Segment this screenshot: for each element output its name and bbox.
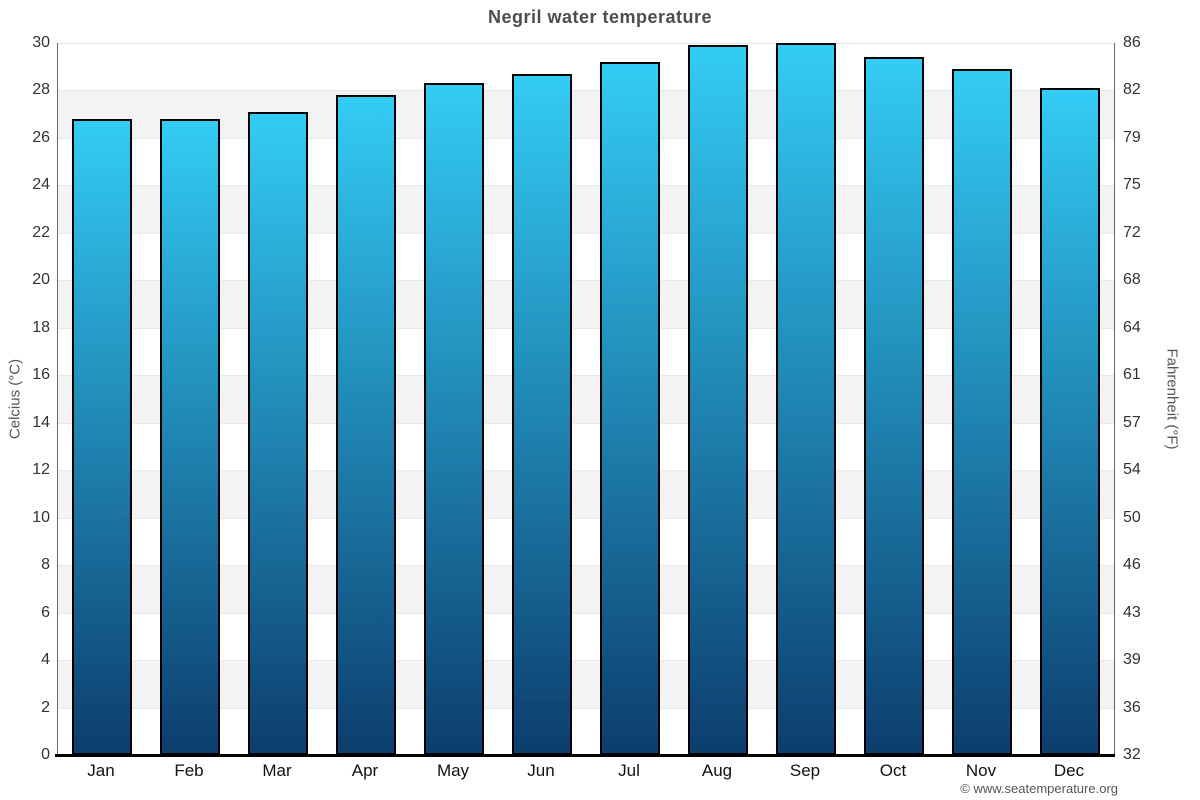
month-label-oct: Oct <box>879 761 907 780</box>
gridline <box>58 707 1114 709</box>
plot-band <box>58 470 1114 518</box>
fahrenheit-tick-label: 43 <box>1123 603 1141 621</box>
celsius-tick-label: 12 <box>32 461 50 479</box>
gridline <box>58 327 1114 329</box>
bar-oct[interactable] <box>864 57 924 755</box>
celsius-tick-label: 2 <box>41 698 50 716</box>
gridline <box>58 470 1114 472</box>
bar-sep[interactable] <box>776 43 836 755</box>
gridline <box>58 90 1114 92</box>
bar-jan[interactable] <box>72 118 132 755</box>
month-label-jul: Jul <box>618 761 640 780</box>
celsius-tick-label: 20 <box>32 271 50 289</box>
fahrenheit-axis-title: Fahrenheit (°F) <box>1163 348 1181 450</box>
gridline <box>58 137 1114 139</box>
gridline <box>58 43 1114 44</box>
month-label-apr: Apr <box>351 761 379 780</box>
celsius-tick-label: 26 <box>32 128 50 146</box>
month-label-nov: Nov <box>965 761 997 780</box>
celsius-tick-label: 24 <box>32 176 50 194</box>
fahrenheit-tick-label: 75 <box>1123 176 1141 194</box>
gridline <box>58 660 1114 662</box>
gridline <box>58 422 1114 424</box>
plot-band <box>58 517 1114 566</box>
gridline <box>58 375 1114 377</box>
gridline <box>58 232 1114 234</box>
plot-band <box>58 565 1114 613</box>
gridline <box>58 612 1114 614</box>
chart-title: Negril water temperature <box>487 7 713 27</box>
bar-mar[interactable] <box>248 111 308 755</box>
fahrenheit-tick-label: 86 <box>1123 34 1141 51</box>
fahrenheit-tick-label: 39 <box>1123 651 1141 669</box>
fahrenheit-tick-label: 82 <box>1123 81 1141 99</box>
month-label-may: May <box>436 761 470 780</box>
fahrenheit-tick-label: 72 <box>1123 223 1141 241</box>
celsius-tick-label: 14 <box>32 413 50 431</box>
plot-band <box>58 707 1114 755</box>
month-label-dec: Dec <box>1053 761 1085 780</box>
celsius-tick-label: 0 <box>41 746 50 763</box>
bar-jun[interactable] <box>512 73 572 755</box>
bar-aug[interactable] <box>688 45 748 755</box>
bar-dec[interactable] <box>1040 88 1100 755</box>
celsius-tick-label: 6 <box>41 603 50 621</box>
bar-feb[interactable] <box>160 118 220 755</box>
plot-band <box>58 422 1114 471</box>
plot-band <box>58 232 1114 281</box>
plot-band <box>58 612 1114 661</box>
x-axis-line <box>55 754 1115 757</box>
celsius-tick-label: 18 <box>32 318 50 336</box>
celsius-tick-label: 28 <box>32 81 50 99</box>
fahrenheit-tick-label: 50 <box>1123 508 1141 526</box>
plot-band <box>58 90 1114 138</box>
month-label-aug: Aug <box>701 761 733 780</box>
fahrenheit-tick-label: 57 <box>1123 413 1141 431</box>
fahrenheit-tick-label: 54 <box>1123 461 1141 479</box>
fahrenheit-tick-label: 64 <box>1123 318 1141 336</box>
celsius-tick-label: 22 <box>32 223 50 241</box>
plot-area <box>57 43 1115 755</box>
month-label-jun: Jun <box>527 761 555 780</box>
fahrenheit-tick-label: 68 <box>1123 271 1141 289</box>
bar-nov[interactable] <box>952 69 1012 755</box>
celsius-tick-label: 30 <box>32 34 50 51</box>
plot-band <box>58 43 1114 91</box>
plot-band <box>58 280 1114 328</box>
bar-jul[interactable] <box>600 61 660 755</box>
plot-band <box>58 375 1114 423</box>
fahrenheit-tick-label: 61 <box>1123 366 1141 384</box>
gridline <box>58 517 1114 519</box>
celsius-tick-label: 10 <box>32 508 50 526</box>
bar-may[interactable] <box>424 83 484 755</box>
plot-band <box>58 137 1114 186</box>
gridline <box>58 185 1114 187</box>
fahrenheit-tick-label: 46 <box>1123 556 1141 574</box>
fahrenheit-tick-label: 79 <box>1123 128 1141 146</box>
celsius-tick-label: 4 <box>41 651 50 669</box>
plot-band <box>58 327 1114 376</box>
gridline <box>58 565 1114 567</box>
plot-band <box>58 185 1114 233</box>
month-label-jan: Jan <box>87 761 115 780</box>
celsius-tick-label: 8 <box>41 556 50 574</box>
gridline <box>58 280 1114 282</box>
copyright-notice: © www.seatemperature.org <box>960 781 1118 796</box>
fahrenheit-tick-label: 36 <box>1123 698 1141 716</box>
month-label-sep: Sep <box>789 761 821 780</box>
fahrenheit-tick-label: 32 <box>1123 746 1141 763</box>
celsius-tick-label: 16 <box>32 366 50 384</box>
month-label-feb: Feb <box>174 761 204 780</box>
month-label-mar: Mar <box>262 761 292 780</box>
plot-band <box>58 660 1114 708</box>
bar-apr[interactable] <box>336 95 396 755</box>
